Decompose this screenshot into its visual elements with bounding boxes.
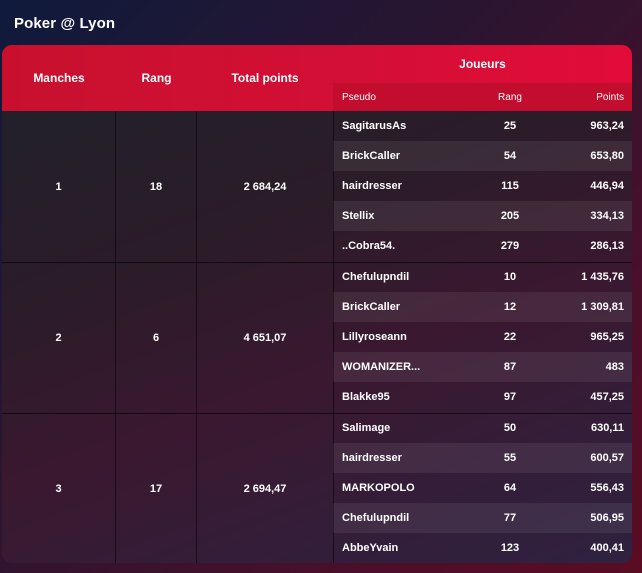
- subheader-points[interactable]: Points: [596, 91, 624, 103]
- table-header: Manches Rang Total points Joueurs Pseudo…: [2, 45, 632, 111]
- player-rang: 22: [503, 331, 517, 343]
- group-rang-cell: 18: [149, 180, 163, 193]
- subheader-pseudo[interactable]: Pseudo: [342, 91, 376, 103]
- subheader-rang[interactable]: Rang: [498, 91, 522, 103]
- player-rang: 205: [500, 210, 520, 222]
- player-row[interactable]: MARKOPOLO 64 556,43: [333, 473, 632, 503]
- player-pseudo: WOMANIZER...: [342, 361, 421, 373]
- player-pseudo: BrickCaller: [342, 301, 401, 313]
- manche-cell: 3: [55, 482, 62, 495]
- player-points: 457,25: [590, 391, 624, 403]
- player-points: 506,95: [590, 512, 624, 524]
- player-rang: 10: [503, 271, 517, 283]
- manche-cell: 2: [55, 331, 62, 344]
- results-table: Manches Rang Total points Joueurs Pseudo…: [2, 45, 632, 563]
- player-rang: 55: [503, 452, 517, 464]
- player-rang: 115: [501, 180, 519, 192]
- player-row[interactable]: hairdresser 115 446,94: [333, 171, 632, 201]
- players-subheader: Pseudo Rang Points: [333, 83, 632, 111]
- player-rang: 123: [500, 542, 520, 554]
- player-pseudo: hairdresser: [342, 452, 402, 464]
- player-pseudo: Chefulupndil: [342, 512, 410, 524]
- player-points: 400,41: [590, 542, 624, 554]
- player-rang: 25: [503, 120, 517, 132]
- player-rang: 54: [503, 150, 517, 162]
- player-rang: 77: [503, 512, 517, 524]
- player-row[interactable]: Lillyroseann 22 965,25: [333, 322, 632, 352]
- player-pseudo: hairdresser: [342, 180, 402, 192]
- column-divider: [115, 111, 116, 563]
- player-pseudo: Salimage: [342, 422, 391, 434]
- group-rang-cell: 6: [152, 331, 160, 344]
- player-points: 483: [605, 361, 624, 373]
- player-points: 965,25: [590, 331, 624, 343]
- player-points: 556,43: [590, 482, 624, 494]
- player-rang: 64: [503, 482, 517, 494]
- player-row[interactable]: Salimage 50 630,11: [333, 413, 632, 443]
- header-total-points[interactable]: Total points: [231, 71, 299, 85]
- group-divider: [2, 413, 632, 414]
- player-pseudo: Blakke95: [342, 391, 390, 403]
- header-joueurs: Joueurs: [459, 57, 506, 71]
- manche-cell: 1: [55, 180, 62, 193]
- player-pseudo: AbbeYvain: [342, 542, 399, 554]
- player-rang: 87: [503, 361, 517, 373]
- total-points-cell: 2 684,24: [243, 180, 287, 193]
- total-points-cell: 4 651,07: [243, 331, 287, 344]
- player-row[interactable]: Blakke95 97 457,25: [333, 382, 632, 412]
- player-pseudo: SagitarusAs: [342, 120, 407, 132]
- table-body: 1 18 2 684,24 SagitarusAs 25 963,24 BrickCalle…: [2, 111, 632, 563]
- header-rang[interactable]: Rang: [141, 71, 172, 85]
- player-pseudo: Lillyroseann: [342, 331, 407, 343]
- player-points: 286,13: [590, 240, 624, 252]
- player-points: 1 435,76: [581, 271, 624, 283]
- column-divider: [333, 111, 334, 563]
- player-rang: 50: [503, 422, 517, 434]
- player-points: 334,13: [590, 210, 624, 222]
- page-title: Poker @ Lyon: [14, 15, 116, 32]
- player-pseudo: Stellix: [342, 210, 375, 222]
- player-row[interactable]: AbbeYvain 123 400,41: [333, 533, 632, 563]
- player-row[interactable]: WOMANIZER... 87 483: [333, 352, 632, 382]
- player-pseudo: BrickCaller: [342, 150, 401, 162]
- player-row[interactable]: Chefulupndil 10 1 435,76: [333, 262, 632, 292]
- player-pseudo: Chefulupndil: [342, 271, 410, 283]
- header-manches[interactable]: Manches: [33, 71, 85, 85]
- player-rang: 279: [500, 240, 520, 252]
- player-row[interactable]: Stellix 205 334,13: [333, 201, 632, 231]
- total-points-cell: 2 694,47: [243, 482, 287, 495]
- player-points: 653,80: [590, 150, 624, 162]
- player-points: 600,57: [590, 452, 624, 464]
- player-points: 1 309,81: [581, 301, 624, 313]
- group-rang-cell: 17: [149, 482, 163, 495]
- player-points: 446,94: [590, 180, 624, 192]
- player-rang: 97: [503, 391, 517, 403]
- player-rang: 12: [503, 301, 517, 313]
- player-pseudo: MARKOPOLO: [342, 482, 415, 494]
- player-row[interactable]: SagitarusAs 25 963,24: [333, 111, 632, 141]
- player-row[interactable]: ..Cobra54. 279 286,13: [333, 231, 632, 261]
- column-divider: [196, 111, 197, 563]
- player-points: 963,24: [590, 120, 624, 132]
- player-row[interactable]: Chefulupndil 77 506,95: [333, 503, 632, 533]
- player-row[interactable]: BrickCaller 12 1 309,81: [333, 292, 632, 322]
- player-points: 630,11: [590, 422, 624, 434]
- player-row[interactable]: BrickCaller 54 653,80: [333, 141, 632, 171]
- player-row[interactable]: hairdresser 55 600,57: [333, 443, 632, 473]
- player-pseudo: ..Cobra54.: [342, 240, 396, 252]
- group-divider: [2, 262, 632, 263]
